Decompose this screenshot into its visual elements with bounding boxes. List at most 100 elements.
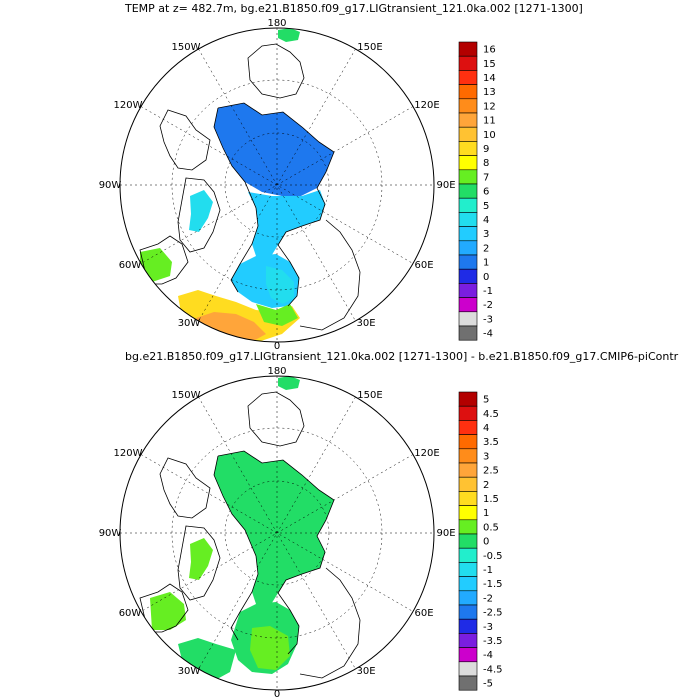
colorbar-label: 11: [483, 116, 496, 127]
graticule: [120, 376, 434, 690]
colorbar-swatch: [458, 661, 478, 677]
colorbar-label: 0: [483, 537, 489, 548]
lon-label-60w: 60W: [119, 608, 142, 619]
colorbar-label: 2.5: [483, 466, 499, 477]
lon-label-0: 0: [274, 689, 280, 700]
lon-label-90w: 90W: [99, 180, 122, 191]
lon-label-30e: 30E: [356, 318, 375, 329]
colorbar-label: 5: [483, 395, 489, 406]
colorbar-label: 1: [483, 258, 489, 269]
lon-label-60w: 60W: [119, 260, 142, 271]
colorbar-label: -4: [483, 329, 493, 340]
colorbar-label: 15: [483, 59, 496, 70]
colorbar-swatch: [458, 448, 478, 464]
colorbar-label: -1.5: [483, 579, 503, 590]
colorbar-swatch: [458, 391, 478, 407]
colorbar-swatch: [458, 126, 478, 142]
lon-label-30w: 30W: [178, 318, 201, 329]
colorbar-label: 3.5: [483, 437, 499, 448]
colorbar-swatch: [458, 576, 478, 592]
lon-label-90e: 90E: [436, 528, 455, 539]
graticule: [120, 28, 434, 342]
colorbar-swatch: [458, 462, 478, 478]
colorbar-swatch: [458, 547, 478, 563]
colorbar-swatch: [458, 155, 478, 171]
colorbar-swatch: [458, 141, 478, 156]
colorbar-swatch: [458, 590, 478, 606]
colorbar-label: 16: [483, 45, 496, 56]
lon-label-150e: 150E: [357, 42, 382, 53]
lon-label-180: 180: [267, 366, 286, 377]
colorbar-label: -4.5: [483, 664, 503, 675]
colorbar: 5 4.5 4 3.5 3 2.5 2 1.5 1 0.5 0 -0.5 -1 -1.5 -2 -2.5 -3 -…: [458, 391, 503, 691]
lon-label-120w: 120W: [114, 100, 143, 111]
ocean-region-nordic-seas-warm: [266, 266, 294, 304]
colorbar-label: 8: [483, 158, 489, 169]
land-outlines: [139, 391, 361, 679]
polar-map: [150, 376, 334, 684]
colorbar-swatch: [458, 533, 478, 549]
map-boundary: [119, 27, 435, 343]
colorbar-label: 5: [483, 201, 489, 212]
colorbar-swatch: [458, 297, 478, 313]
colorbar-swatch: [458, 405, 478, 421]
colorbar-swatch: [458, 434, 478, 450]
colorbar-label: -3: [483, 622, 493, 633]
ocean-region-baffin-bay: [189, 538, 213, 580]
colorbar-swatch: [458, 183, 478, 199]
colorbar-label: 10: [483, 130, 496, 141]
colorbar-label: -5: [483, 679, 493, 690]
colorbar-swatch: [458, 647, 478, 663]
longitude-labels: 180 150E 120E 90E 60E 30E 0 30W 60W 90W …: [99, 18, 456, 352]
colorbar-swatch: [458, 476, 478, 492]
colorbar-swatch: [458, 283, 478, 298]
lon-label-60e: 60E: [414, 608, 433, 619]
colorbar-swatch: [458, 240, 478, 256]
colorbar-label: 9: [483, 144, 489, 155]
lon-label-120e: 120E: [414, 448, 439, 459]
colorbar-swatch: [458, 675, 478, 691]
ocean-region-nordic-seas-warm: [250, 626, 290, 670]
lon-label-150w: 150W: [172, 390, 201, 401]
colorbar-label: -1: [483, 286, 493, 297]
map-title: TEMP at z= 482.7m, bg.e21.B1850.f09_g17.…: [124, 2, 583, 15]
lon-label-150e: 150E: [357, 390, 382, 401]
colorbar-swatch: [458, 41, 478, 57]
ocean-region-bering-strait: [278, 376, 300, 390]
colorbar-swatch: [458, 618, 478, 634]
lon-label-90w: 90W: [99, 528, 122, 539]
colorbar-swatch: [458, 491, 478, 506]
colorbar-label: -3.5: [483, 636, 503, 647]
colorbar-label: 2: [483, 243, 489, 254]
colorbar-swatch: [458, 197, 478, 213]
lon-label-30e: 30E: [356, 666, 375, 677]
map-boundary: [119, 375, 435, 691]
colorbar-swatch: [458, 633, 478, 648]
colorbar-swatch: [458, 311, 478, 327]
ocean-region-eurasian-basin: [248, 190, 325, 262]
colorbar-label: 6: [483, 187, 489, 198]
ocean-region-baffin-bay: [189, 190, 213, 232]
colorbar-label: 12: [483, 101, 496, 112]
colorbar-label: 4.5: [483, 409, 499, 420]
colorbar-swatch: [458, 325, 478, 341]
colorbar-label: 4: [483, 423, 489, 434]
lon-label-0: 0: [274, 341, 280, 352]
colorbar-label: -4: [483, 650, 493, 661]
ocean-region-bering-strait: [278, 28, 300, 42]
colorbar-swatch: [458, 519, 478, 535]
colorbar-swatch: [458, 505, 478, 521]
ocean-region-labrador-sea: [140, 248, 172, 282]
ocean-region-labrador-sea: [150, 592, 186, 630]
colorbar-label: 7: [483, 172, 489, 183]
colorbar-swatch: [458, 169, 478, 185]
ocean-region-arctic-interior: [214, 103, 334, 196]
colorbar-swatch: [458, 226, 478, 242]
colorbar-swatch: [458, 212, 478, 227]
colorbar-label: 3: [483, 229, 489, 240]
lon-label-30w: 30W: [178, 666, 201, 677]
colorbar-swatch: [458, 562, 478, 577]
colorbar-swatch: [458, 55, 478, 71]
colorbar-label: 1: [483, 508, 489, 519]
